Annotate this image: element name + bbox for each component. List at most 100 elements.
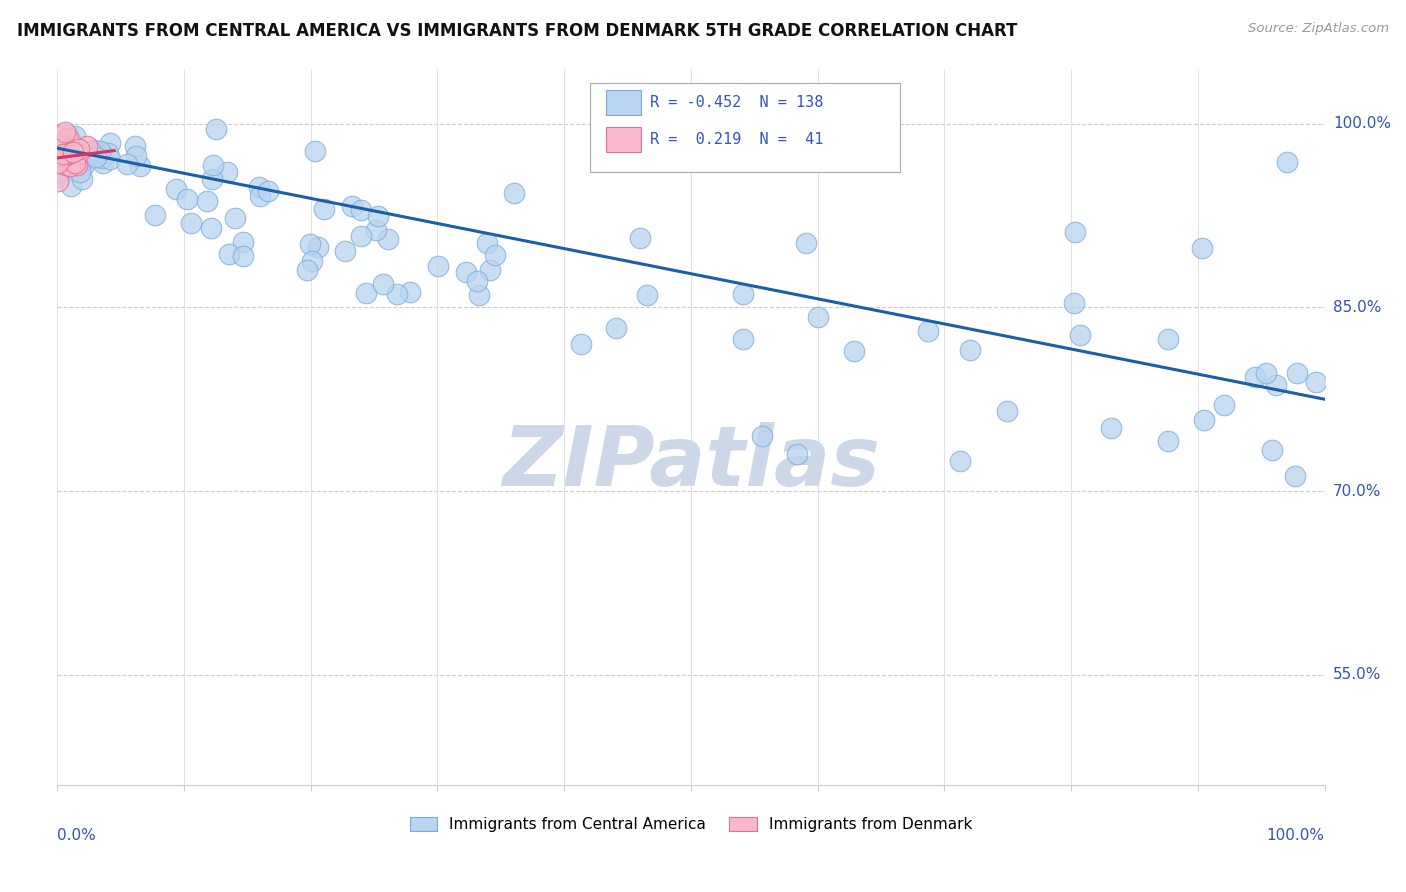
- Point: [65, 140, 87, 154]
- Point: [176, 192, 198, 206]
- Point: [76, 138, 98, 153]
- Point: [1156, 434, 1178, 448]
- Point: [49, 143, 72, 157]
- Point: [63, 129, 86, 144]
- Point: [60, 134, 83, 148]
- Point: [1212, 398, 1234, 412]
- Point: [49, 169, 72, 183]
- Point: [731, 286, 754, 301]
- Point: [1286, 366, 1309, 380]
- Point: [51, 152, 73, 166]
- Point: [48, 143, 70, 157]
- Point: [367, 210, 389, 224]
- Point: [56, 130, 79, 145]
- Point: [67, 147, 90, 161]
- Point: [143, 208, 166, 222]
- Point: [51, 151, 73, 165]
- Point: [201, 172, 224, 186]
- Point: [48, 148, 70, 162]
- Point: [65, 156, 87, 170]
- Point: [56, 153, 79, 168]
- Point: [48, 137, 70, 152]
- Point: [786, 447, 808, 461]
- Point: [200, 221, 222, 235]
- Point: [1264, 377, 1286, 392]
- Point: [66, 158, 89, 172]
- Point: [427, 260, 450, 274]
- Text: R =  0.219  N =  41: R = 0.219 N = 41: [651, 132, 824, 147]
- Point: [55, 158, 77, 172]
- Point: [350, 228, 373, 243]
- Text: 85.0%: 85.0%: [1333, 300, 1381, 315]
- Point: [1284, 468, 1306, 483]
- Point: [195, 194, 218, 208]
- Point: [377, 232, 399, 246]
- FancyBboxPatch shape: [606, 90, 641, 115]
- Point: [115, 157, 138, 171]
- Point: [49, 153, 72, 168]
- Point: [180, 216, 202, 230]
- Point: [468, 287, 491, 301]
- Point: [48, 143, 70, 157]
- Point: [49, 143, 72, 157]
- Point: [1157, 332, 1180, 346]
- Point: [124, 139, 146, 153]
- Point: [98, 152, 121, 166]
- Point: [605, 321, 627, 335]
- Point: [307, 240, 329, 254]
- Point: [89, 144, 111, 158]
- Point: [49, 143, 72, 157]
- Point: [1191, 241, 1213, 255]
- Point: [807, 310, 830, 324]
- Point: [366, 223, 388, 237]
- Point: [48, 140, 70, 154]
- Point: [100, 136, 122, 150]
- Text: 0.0%: 0.0%: [58, 828, 96, 843]
- Point: [52, 150, 75, 164]
- Point: [51, 153, 73, 168]
- Point: [256, 185, 278, 199]
- Point: [1305, 376, 1327, 390]
- Point: [73, 157, 96, 171]
- Point: [69, 165, 91, 179]
- Point: [1254, 367, 1277, 381]
- Point: [53, 125, 76, 139]
- Point: [52, 139, 75, 153]
- Point: [354, 285, 377, 300]
- Point: [842, 343, 865, 358]
- Point: [218, 247, 240, 261]
- Point: [55, 144, 77, 158]
- Point: [48, 144, 70, 158]
- Point: [55, 143, 77, 157]
- Point: [48, 136, 70, 150]
- Point: [91, 156, 114, 170]
- Point: [53, 165, 76, 179]
- Point: [205, 121, 228, 136]
- Point: [59, 159, 82, 173]
- Point: [350, 202, 373, 217]
- Point: [295, 263, 318, 277]
- Point: [373, 277, 395, 292]
- Point: [630, 231, 652, 245]
- Point: [55, 148, 77, 162]
- Point: [475, 236, 498, 251]
- Point: [62, 141, 84, 155]
- Text: IMMIGRANTS FROM CENTRAL AMERICA VS IMMIGRANTS FROM DENMARK 5TH GRADE CORRELATION: IMMIGRANTS FROM CENTRAL AMERICA VS IMMIG…: [17, 22, 1018, 40]
- Point: [53, 138, 76, 153]
- Point: [215, 165, 238, 179]
- Point: [1192, 413, 1215, 427]
- Point: [304, 145, 326, 159]
- Point: [52, 153, 75, 168]
- Point: [502, 186, 524, 201]
- Point: [335, 244, 357, 259]
- Point: [58, 149, 80, 163]
- Point: [48, 154, 70, 169]
- Point: [49, 151, 72, 165]
- Point: [484, 248, 506, 262]
- Point: [249, 188, 271, 202]
- Point: [48, 130, 70, 145]
- Point: [399, 285, 422, 299]
- Point: [48, 164, 70, 178]
- Point: [49, 151, 72, 165]
- Point: [58, 145, 80, 160]
